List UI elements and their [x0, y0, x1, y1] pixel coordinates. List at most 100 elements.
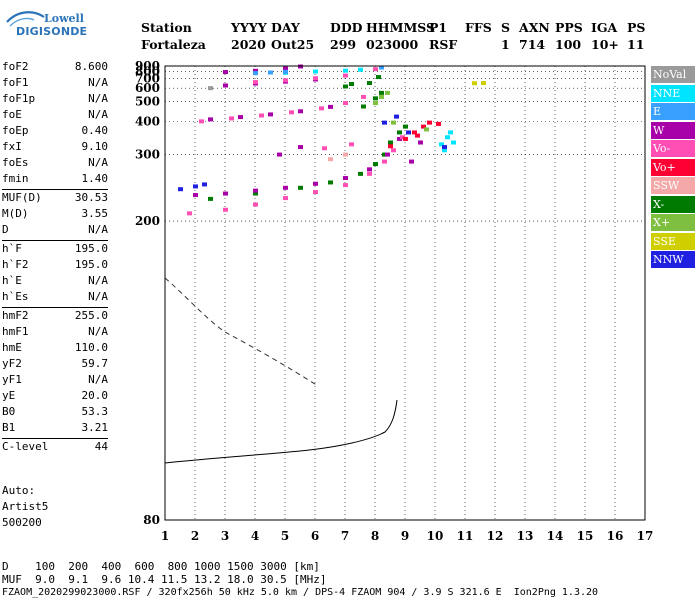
header-value-day: Out25: [271, 37, 315, 52]
param-key: hmF2: [2, 309, 29, 322]
echo-point: [187, 211, 192, 216]
echo-point: [253, 191, 258, 196]
echo-point: [238, 115, 243, 120]
echo-point: [376, 75, 381, 80]
param-key: foF1: [2, 76, 29, 89]
echo-point: [403, 124, 408, 129]
legend-item-vo-: Vo-: [651, 140, 695, 157]
param-row-fof1p: foF1p N/A: [2, 92, 108, 108]
param-row-ye: yE 20.0: [2, 389, 108, 405]
echo-point: [253, 188, 258, 193]
echo-point: [379, 65, 384, 70]
param-key: h`Es: [2, 290, 29, 303]
logo-swoosh-icon: [6, 11, 45, 27]
chart-grid: [165, 66, 645, 520]
x-tick-label: 9: [401, 529, 409, 543]
param-row-foe: foE N/A: [2, 108, 108, 124]
echo-point: [421, 124, 426, 129]
echo-point: [442, 148, 447, 153]
echo-point: [379, 90, 384, 95]
param-key: MUF(D): [2, 191, 42, 204]
series-x-: [373, 90, 429, 132]
header-value-ps: 11: [627, 37, 645, 52]
echo-point: [343, 68, 348, 73]
echo-point: [361, 104, 366, 109]
legend-item-ssw: SSW: [651, 177, 695, 194]
param-row-foep: foEp 0.40: [2, 124, 108, 140]
x-tick-label: 1: [161, 529, 169, 543]
x-tick-label: 14: [547, 529, 564, 543]
param-key: foE: [2, 108, 22, 121]
param-key: fxI: [2, 140, 22, 153]
y-tick-label: 500: [135, 94, 160, 108]
param-key: h`F2: [2, 258, 29, 271]
echo-point: [253, 71, 258, 76]
param-value: N/A: [88, 290, 108, 303]
param-value: 53.3: [81, 405, 109, 418]
echo-point: [322, 146, 327, 151]
param-key: foEp: [2, 124, 29, 137]
header-label-pps: PPS: [555, 20, 583, 35]
param-row-hmf1: hmF1 N/A: [2, 325, 108, 341]
header-label-yyyy: YYYY: [231, 20, 267, 35]
param-key: D: [2, 223, 9, 236]
footer-file-info: FZAOM_2020299023000.RSF / 320fx256h 50 k…: [2, 587, 599, 598]
y-tick-label: 300: [135, 148, 160, 162]
echo-point: [442, 145, 447, 150]
echo-point: [289, 110, 294, 115]
param-key: B1: [2, 421, 16, 434]
echo-point: [298, 185, 303, 190]
echo-point: [343, 101, 348, 106]
param-separator: [2, 307, 108, 308]
echo-point: [481, 81, 486, 86]
echo-point: [343, 152, 348, 157]
header-label-p1: P1: [429, 20, 448, 35]
param-separator: [2, 240, 108, 241]
param-value: N/A: [88, 156, 108, 169]
chart-points: [178, 64, 486, 216]
param-row-hf2: h`F2 195.0: [2, 258, 108, 274]
header-value-station: Fortaleza: [141, 37, 206, 52]
param-value: N/A: [88, 76, 108, 89]
param-row-hes: h`Es N/A: [2, 290, 108, 306]
echo-point: [385, 90, 390, 95]
echo-point: [427, 120, 432, 125]
param-value: 195.0: [74, 258, 108, 271]
x-tick-label: 6: [311, 529, 319, 543]
echo-point: [268, 112, 273, 117]
y-tick-label: 700: [135, 72, 160, 86]
y-tick-label: 200: [135, 214, 160, 228]
param-key: fmin: [2, 172, 29, 185]
echo-point: [400, 135, 405, 140]
echo-point: [313, 76, 318, 81]
echo-point: [283, 66, 288, 71]
header-value-iga: 10+: [591, 37, 619, 52]
echo-point: [343, 84, 348, 89]
param-row-d: D N/A: [2, 223, 108, 239]
x-tick-label: 2: [191, 529, 199, 543]
autoscaling-version: 500200: [2, 516, 42, 529]
echo-point: [229, 116, 234, 121]
echo-point: [199, 119, 204, 124]
header-label-ffs: FFS: [465, 20, 492, 35]
param-value: 30.53: [74, 191, 108, 204]
echo-point: [397, 130, 402, 135]
echo-point: [253, 80, 258, 85]
chart-curves: [164, 277, 398, 464]
echo-point: [259, 113, 264, 118]
param-separator: [2, 189, 108, 190]
param-value: 3.21: [81, 421, 109, 434]
param-row-b1: B1 3.21: [2, 421, 108, 437]
y-tick-label: 600: [135, 81, 160, 95]
series-vo-: [388, 120, 441, 149]
header-label-station: Station: [141, 20, 192, 35]
echo-point: [367, 167, 372, 172]
param-value: N/A: [88, 274, 108, 287]
echo-point: [298, 109, 303, 114]
echo-point: [283, 185, 288, 190]
series-vo-: [187, 67, 405, 216]
param-value: N/A: [88, 373, 108, 386]
echo-point: [385, 152, 390, 157]
echo-point: [223, 191, 228, 196]
series-e: [253, 65, 384, 76]
